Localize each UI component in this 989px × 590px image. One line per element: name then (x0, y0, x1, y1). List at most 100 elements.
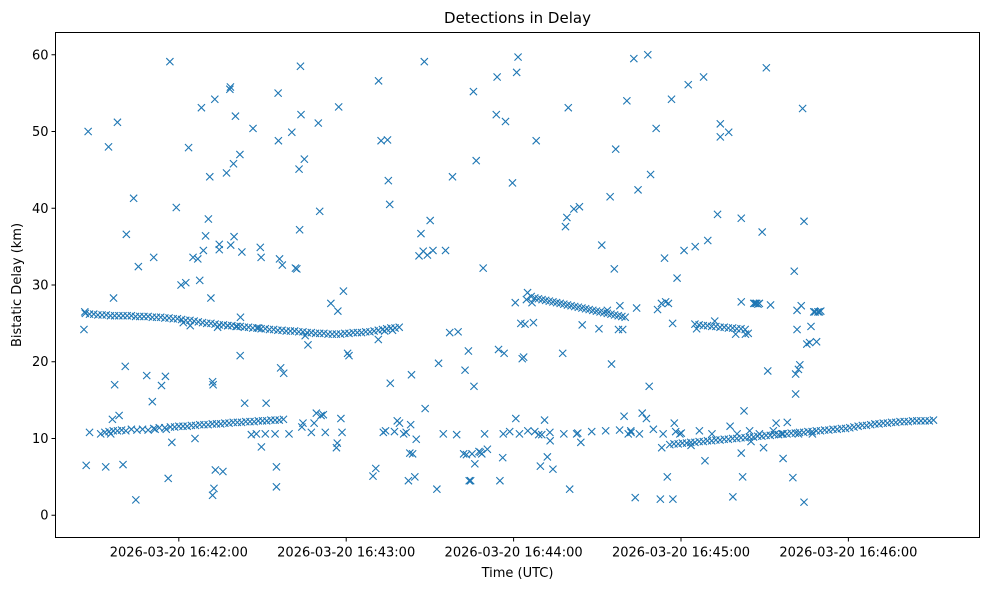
detection-marker (738, 472, 747, 481)
detection-marker (226, 83, 235, 91)
detection-marker (315, 207, 324, 216)
detection-marker (205, 172, 214, 181)
detection-marker (189, 253, 198, 262)
detection-marker (642, 414, 651, 423)
detection-marker (929, 416, 938, 425)
detection-marker (737, 297, 746, 306)
detection-marker (275, 254, 284, 263)
detection-marker (407, 370, 416, 379)
detection-marker (85, 428, 94, 437)
detection-marker (657, 299, 666, 308)
detection-marker (537, 430, 546, 439)
detection-marker (240, 399, 249, 408)
detection-marker (278, 261, 287, 270)
detection-marker (404, 476, 413, 485)
detection-marker (388, 326, 397, 335)
detection-marker (129, 194, 138, 203)
detection-marker (656, 495, 665, 504)
detection-marker (115, 411, 124, 420)
detection-marker (737, 214, 746, 223)
detection-marker (545, 428, 554, 437)
detection-marker (501, 117, 510, 126)
detection-marker (606, 192, 615, 201)
detection-marker (772, 419, 781, 428)
detection-marker (108, 415, 117, 424)
detection-marker (466, 476, 475, 485)
detection-marker (668, 495, 677, 504)
detection-marker (498, 453, 507, 462)
detection-marker (716, 119, 725, 128)
detection-marker (162, 425, 171, 434)
detection-marker (472, 156, 481, 165)
detection-marker (724, 128, 733, 137)
detection-marker (519, 353, 528, 362)
detection-marker (615, 301, 624, 310)
y-tick-label: 40 (32, 202, 49, 217)
detection-marker (209, 380, 218, 389)
x-tick-label: 2026-03-20 16:44:00 (445, 546, 583, 561)
detection-marker (575, 202, 584, 211)
detection-marker (106, 429, 115, 438)
detection-marker (285, 429, 293, 438)
detection-marker (805, 338, 814, 347)
detection-marker (800, 217, 809, 226)
detection-marker (310, 419, 319, 428)
detection-marker (713, 210, 722, 219)
detection-marker (505, 427, 514, 436)
detection-marker (741, 330, 750, 339)
detection-marker (119, 460, 128, 469)
x-tick-label: 2026-03-20 16:43:00 (277, 546, 415, 561)
detection-marker (615, 426, 624, 435)
x-tick-label: 2026-03-20 16:42:00 (110, 546, 248, 561)
detection-marker (208, 491, 217, 500)
detection-marker (459, 449, 468, 458)
detection-marker (408, 449, 417, 458)
detection-marker (441, 246, 450, 255)
detection-marker (495, 476, 504, 485)
detection-marker (788, 473, 797, 482)
detection-marker (731, 330, 740, 339)
detection-marker (274, 136, 283, 145)
detection-marker (528, 298, 536, 307)
detection-marker (416, 229, 425, 238)
detection-marker (410, 472, 419, 481)
detection-marker (279, 415, 288, 424)
detection-marker (468, 449, 477, 458)
detection-marker (211, 465, 220, 474)
detection-marker (603, 306, 612, 315)
detection-marker (632, 304, 641, 313)
detection-marker (695, 426, 704, 435)
detection-marker (197, 103, 206, 112)
detection-marker (193, 254, 202, 263)
detection-marker (149, 253, 158, 262)
detection-marker (229, 159, 238, 168)
detection-marker (728, 492, 737, 501)
detection-marker (512, 68, 521, 77)
detection-marker (587, 427, 596, 436)
detection-marker (287, 128, 296, 137)
detection-marker (807, 322, 815, 331)
detection-marker (500, 349, 509, 358)
plot-area (55, 32, 980, 538)
detection-marker (321, 428, 330, 437)
detection-marker (558, 349, 567, 358)
detection-marker (469, 382, 478, 391)
detection-marker (184, 143, 193, 152)
detection-marker (454, 327, 463, 336)
detection-marker (121, 362, 130, 371)
detection-marker (511, 298, 520, 307)
detection-marker (296, 62, 305, 71)
detection-marker (766, 300, 775, 309)
detection-marker (374, 335, 383, 344)
detection-marker (236, 351, 245, 360)
detection-marker (536, 462, 545, 471)
detection-marker (213, 323, 222, 332)
detection-marker (113, 118, 122, 127)
y-axis-ticks: 0 10 20 30 40 50 60 (32, 48, 56, 524)
detection-marker (80, 307, 89, 316)
detection-marker (812, 337, 821, 346)
detection-marker (262, 399, 271, 408)
detection-marker (204, 215, 213, 223)
detection-marker (795, 360, 804, 369)
